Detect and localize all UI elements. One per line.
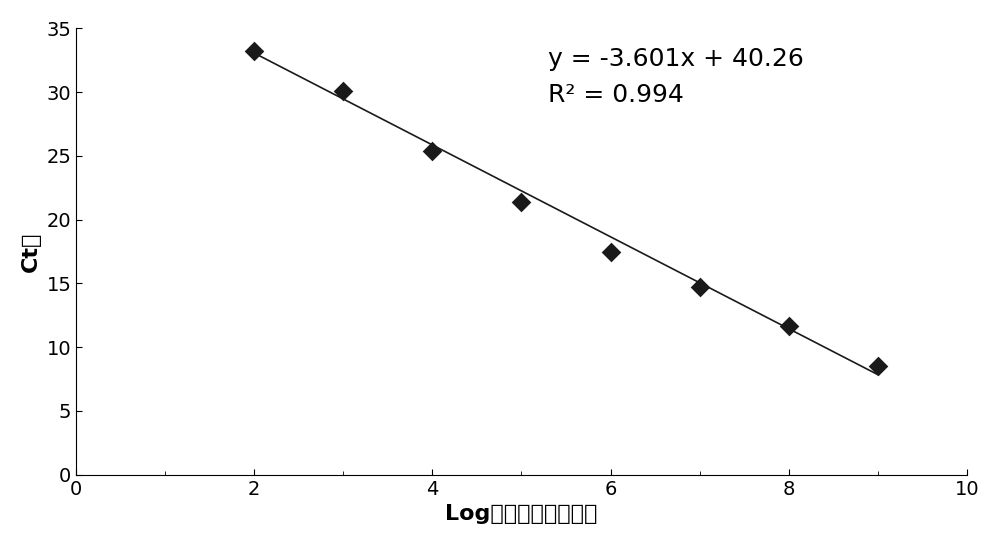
Point [692, 283, 708, 292]
Text: y = -3.601x + 40.26
R² = 0.994: y = -3.601x + 40.26 R² = 0.994 [548, 47, 804, 107]
Point [781, 321, 797, 330]
Y-axis label: Ct値: Ct値 [21, 232, 41, 272]
X-axis label: Log（起始模板浓度）: Log（起始模板浓度） [445, 504, 598, 524]
Point [603, 247, 619, 256]
Point [513, 197, 529, 206]
Point [424, 147, 440, 155]
Point [246, 47, 262, 56]
Point [335, 87, 351, 95]
Point [870, 362, 886, 371]
